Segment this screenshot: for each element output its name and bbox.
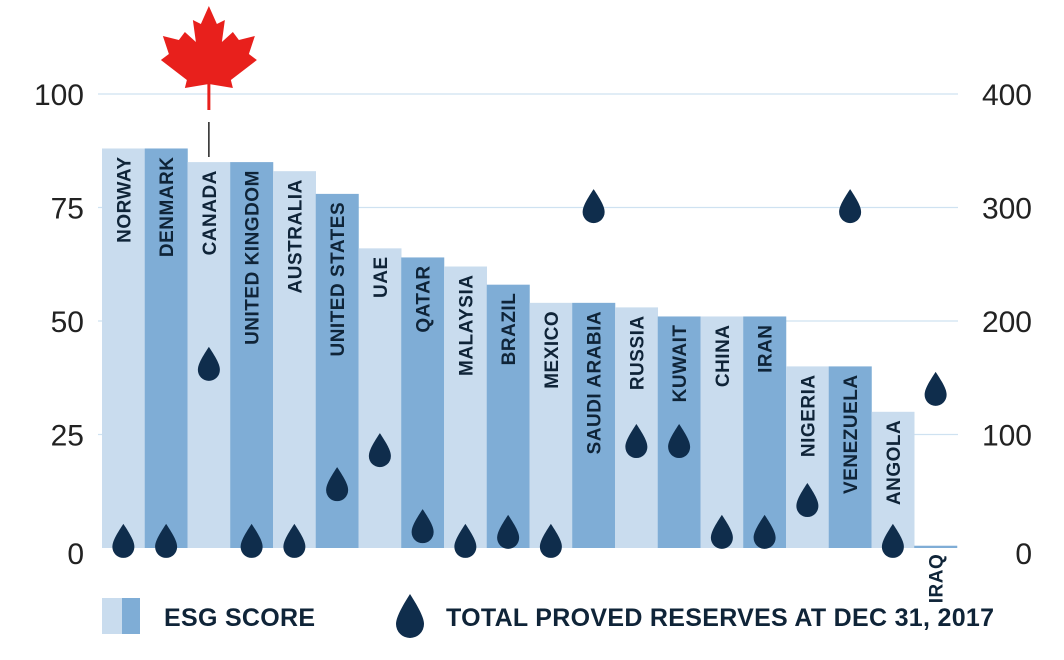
reserve-drop-marker [283,523,306,558]
esg-bar [486,284,530,548]
bar-category-label: NORWAY [114,156,135,242]
left-axis: 0 25 50 75 100 [34,79,84,571]
esg-bar [102,148,145,549]
reserve-drop-marker [582,189,605,224]
bar-category-label: CHINA [713,324,734,387]
bar-category-label: KUWAIT [670,324,691,402]
esg-bar [529,302,573,548]
esg-bar [786,366,829,548]
reserve-drop-marker [924,371,947,406]
reserve-drop-marker [497,514,520,549]
esg-bar [914,545,958,548]
bar-category-label: UNITED KINGDOM [243,170,264,345]
bar-category-label: UNITED STATES [328,202,349,357]
legend-swatch-light [102,598,122,634]
bar-category-label: ANGOLA [884,420,905,505]
reserve-drop-marker [881,523,904,558]
right-tick-label: 0 [1015,538,1032,571]
reserve-drop-marker [368,433,391,468]
legend: ESG SCORE TOTAL PROVED RESERVES AT DEC 3… [102,594,994,638]
bar-category-label: AUSTRALIA [285,179,306,293]
reserve-drop-marker [155,523,178,558]
left-tick-label: 100 [34,79,84,112]
esg-bar [144,148,188,549]
esg-bar [828,366,872,548]
esg-bar [572,302,616,548]
right-tick-label: 300 [982,193,1032,226]
esg-bar [273,171,316,548]
reserve-drop-marker [197,346,220,381]
reserve-drop-marker [796,483,819,518]
left-tick-label: 25 [51,420,84,453]
legend-swatch-dark [122,598,140,634]
reserve-drop-marker [240,523,263,558]
left-tick-label: 0 [67,538,84,571]
bar-category-label: NIGERIA [798,374,819,457]
reserve-drop-marker [112,523,135,558]
bar-category-label: SAUDI ARABIA [585,311,606,455]
right-axis: 0 100 200 300 400 [982,79,1032,571]
maple-leaf-icon [160,6,257,88]
bar-labels: NORWAY DENMARK CANADA UNITED KINGDOM AUSTRAL… [114,156,947,603]
right-tick-label: 200 [982,306,1032,339]
reserve-drop-marker [411,509,434,544]
bar-category-label: BRAZIL [499,293,520,366]
left-tick-label: 75 [51,193,84,226]
esg-bar [444,266,487,548]
reserve-drops [112,189,947,558]
reserve-drop-marker [326,467,349,502]
reserve-drop-marker [753,514,776,549]
bar-category-label: CANADA [200,170,221,255]
reserve-drop-marker [625,424,648,459]
bar-category-label: MALAYSIA [456,275,477,376]
legend-label-reserves: TOTAL PROVED RESERVES AT DEC 31, 2017 [446,604,994,632]
esg-bars [102,148,958,549]
bar-category-label: UAE [371,256,392,298]
reserve-drop-marker [668,424,691,459]
bar-category-label: DENMARK [157,156,178,257]
canada-flag-annotation [160,6,257,157]
esg-bar [230,162,274,548]
reserve-drop-marker [454,523,477,558]
esg-bar [358,248,402,549]
left-tick-label: 50 [51,306,84,339]
bar-category-label: VENEZUELA [841,374,862,494]
legend-drop-icon [396,594,424,638]
bar-category-label: RUSSIA [627,315,648,390]
legend-label-esg: ESG SCORE [164,604,315,632]
bar-category-label: IRAN [756,324,777,372]
reserve-drop-marker [710,514,733,549]
reserve-drop-marker [839,189,862,224]
bar-category-label: IRAQ [927,554,948,604]
esg-bar [401,257,445,548]
bar-category-label: MEXICO [542,311,563,389]
right-tick-label: 100 [982,420,1032,453]
bar-category-label: QATAR [414,265,435,332]
reserve-drop-marker [539,523,562,558]
esg-bar [700,316,744,548]
esg-bar [743,316,787,548]
right-tick-label: 400 [982,79,1032,112]
